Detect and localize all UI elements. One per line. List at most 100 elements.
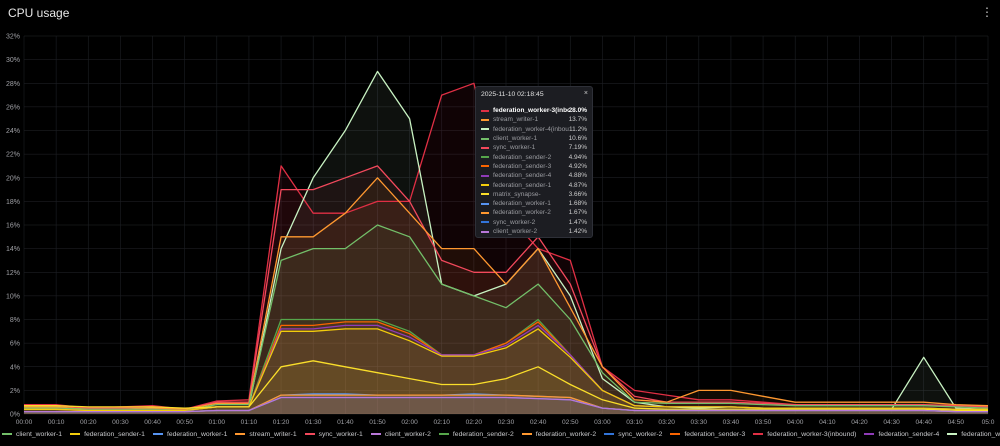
tooltip-row: federation_sender-1 4.87%: [481, 180, 587, 189]
series-area: [24, 397, 988, 414]
series-swatch: [481, 156, 489, 159]
y-tick-label: 16%: [6, 223, 20, 230]
hover-tooltip: 2025-11-10 02:18:45 × federation_worker-…: [475, 86, 593, 238]
legend-label: federation_worker-2: [535, 430, 597, 438]
y-tick-label: 32%: [6, 34, 20, 41]
series-swatch: [481, 184, 489, 187]
y-tick-label: 10%: [6, 293, 20, 300]
x-tick-label: 00:20: [80, 419, 97, 426]
y-tick-label: 2%: [10, 388, 20, 395]
legend-label: client_worker-2: [384, 430, 431, 438]
tooltip-series-value: 3.66%: [568, 190, 587, 198]
series-line: [24, 396, 988, 413]
x-tick-label: 00:00: [16, 419, 33, 426]
tooltip-row: federation_sender-3 4.92%: [481, 162, 587, 171]
legend-swatch: [70, 433, 81, 435]
legend-item[interactable]: federation_sender-2: [438, 427, 514, 441]
tooltip-row: sync_worker-1 7.19%: [481, 143, 587, 152]
legend-item[interactable]: federation_sender-3: [670, 427, 745, 441]
series-area: [24, 360, 988, 414]
tooltip-series-name: federation_sender-4: [493, 172, 552, 180]
legend-label: federation_sender-3: [684, 430, 746, 438]
tooltip-row: federation_worker-4(inbound)11.2%: [481, 125, 587, 134]
tooltip-row: federation_worker-1 1.68%: [481, 199, 587, 208]
y-tick-label: 6%: [10, 341, 20, 348]
tooltip-series-value: 4.94%: [568, 153, 587, 161]
tooltip-row: matrix_synapse- 3.66%: [481, 190, 587, 199]
x-tick-label: 03:50: [755, 419, 772, 426]
series-area: [24, 319, 988, 414]
tooltip-series-value: 1.42%: [568, 228, 587, 235]
legend-swatch: [370, 433, 381, 435]
tooltip-row: federation_worker-3(inbound)28.0%: [481, 106, 587, 115]
legend-item[interactable]: federation_worker-4(inbound): [947, 427, 1000, 441]
legend-item[interactable]: client_worker-1: [2, 427, 62, 441]
tooltip-series-value: 28.0%: [568, 107, 587, 115]
series-area: [24, 395, 988, 414]
y-tick-label: 14%: [6, 246, 20, 253]
x-tick-label: 04:00: [787, 419, 804, 426]
y-axis: 0% 2% 4% 6% 8% 10% 12% 14% 16% 18% 20% 22% 24% 26% 28%…: [6, 34, 20, 419]
kebab-menu-icon[interactable]: ⋮: [981, 5, 993, 19]
legend-swatch: [753, 433, 764, 435]
tooltip-series-name: federation_worker-2: [493, 209, 551, 217]
y-tick-label: 12%: [6, 270, 20, 277]
x-tick-label: 04:30: [883, 419, 900, 426]
legend-item[interactable]: federation_worker-2: [521, 427, 597, 441]
tooltip-row: sync_worker-2 1.47%: [481, 218, 587, 227]
series-line: [24, 360, 988, 412]
y-tick-label: 4%: [10, 364, 20, 371]
x-tick-label: 04:50: [948, 419, 965, 426]
tooltip-row: federation_sender-4 4.88%: [481, 171, 587, 180]
close-icon[interactable]: ×: [583, 90, 588, 97]
x-tick-label: 01:40: [337, 419, 354, 426]
legend-label: federation_sender-4: [878, 430, 940, 438]
legend-item[interactable]: federation_worker-3(inbound): [753, 427, 856, 441]
legend-item[interactable]: client_worker-2: [370, 427, 431, 441]
legend-item[interactable]: sync_worker-2: [604, 427, 662, 441]
tooltip-series-name: federation_sender-2: [493, 153, 552, 161]
legend-item[interactable]: sync_worker-1: [304, 427, 363, 441]
x-tick-label: 00:50: [176, 419, 193, 426]
x-tick-label: 03:20: [658, 419, 675, 426]
chart-lines: [24, 70, 989, 413]
legend-swatch: [864, 433, 875, 435]
x-tick-label: 03:40: [723, 419, 740, 426]
series-swatch: [481, 128, 489, 131]
tooltip-series-name: federation_worker-4(inbound): [493, 125, 569, 133]
series-swatch: [481, 137, 489, 140]
tooltip-series-name: federation_worker-1: [493, 200, 551, 208]
x-tick-label: 02:50: [562, 419, 579, 426]
y-tick-label: 20%: [6, 175, 20, 182]
legend-label: sync_worker-1: [318, 430, 363, 438]
tooltip-rows: federation_worker-3(inbound)28.0%stream_…: [481, 106, 587, 236]
legend-swatch: [304, 433, 315, 435]
series-swatch: [481, 193, 489, 196]
legend-item[interactable]: federation_worker-1: [152, 427, 228, 441]
x-tick-label: 02:20: [466, 419, 483, 426]
legend-label: federation_worker-1: [166, 430, 228, 438]
legend-swatch: [604, 433, 615, 435]
x-tick-label: 01:30: [305, 419, 322, 426]
legend-item[interactable]: federation_sender-4: [864, 427, 939, 441]
legend-swatch: [2, 433, 12, 435]
x-tick-label: 03:10: [626, 419, 643, 426]
legend-item[interactable]: stream_writer-1: [235, 427, 297, 441]
tooltip-series-name: sync_worker-2: [493, 218, 536, 226]
y-tick-label: 22%: [6, 152, 20, 159]
tooltip-time: 2025-11-10 02:18:45: [481, 91, 544, 98]
series-area: [24, 393, 988, 414]
legend-item[interactable]: federation_sender-1: [70, 427, 145, 441]
y-tick-label: 26%: [6, 104, 20, 111]
series-swatch: [481, 118, 489, 121]
x-tick-label: 03:00: [594, 419, 611, 426]
y-tick-label: 28%: [6, 81, 20, 88]
tooltip-series-value: 7.19%: [568, 144, 587, 152]
chart-legend: client_worker-1 federation_sender-1 federa…: [2, 427, 1000, 441]
x-tick-label: 02:00: [401, 419, 418, 426]
y-tick-label: 8%: [10, 317, 20, 324]
x-tick-label: 04:20: [851, 419, 868, 426]
tooltip-series-value: 13.7%: [568, 116, 587, 124]
legend-swatch: [438, 433, 449, 435]
